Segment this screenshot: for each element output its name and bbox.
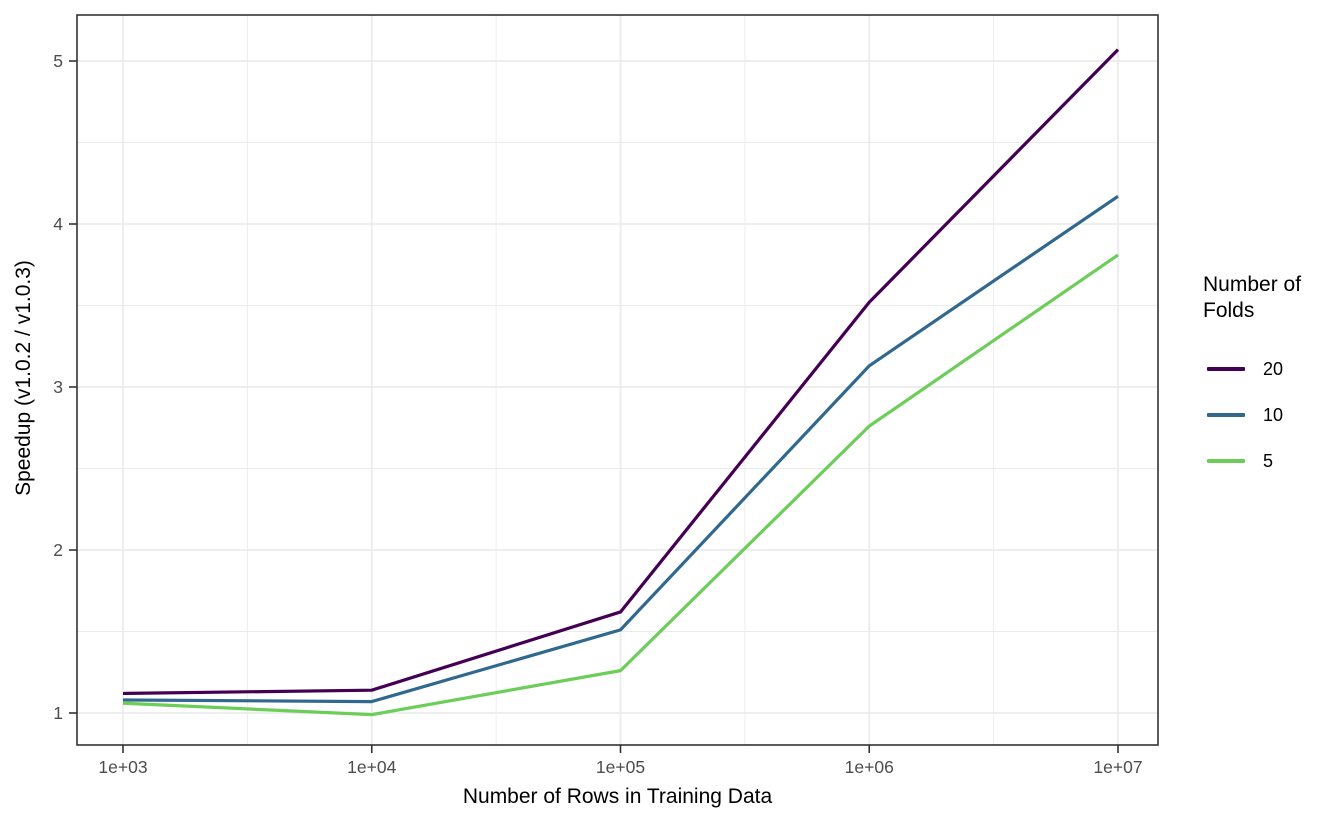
series-line-20 [122, 48, 1120, 696]
x-tick-label: 1e+04 [347, 757, 396, 777]
legend-title: Number of Folds [1203, 273, 1302, 322]
legend-items: 20 10 5 [1203, 346, 1333, 484]
y-tick-label: 1 [53, 703, 63, 723]
major-gridlines [77, 15, 1158, 745]
legend-item-10: 10 [1203, 392, 1333, 438]
series-line-5 [122, 253, 1119, 717]
x-axis-title: Number of Rows in Training Data [462, 785, 773, 808]
legend-item-label: 5 [1263, 450, 1274, 471]
x-tick-label: 1e+03 [98, 757, 147, 777]
legend-item-5: 5 [1203, 438, 1333, 484]
x-tick-label: 1e+05 [596, 757, 645, 777]
panel-background [77, 15, 1158, 745]
legend: Number of Folds 20 10 5 [1203, 272, 1333, 484]
y-tick-label: 4 [53, 214, 63, 234]
panel-border [76, 14, 1159, 746]
x-tick-label: 1e+06 [845, 757, 894, 777]
legend-line-swatch [1207, 367, 1245, 371]
legend-item-20: 20 [1203, 346, 1333, 392]
y-axis-title: Speedup (v1.0.2 / v1.0.3) [12, 260, 35, 496]
y-axis-tick-labels: 1 2 3 4 5 [53, 51, 63, 723]
x-axis-tick-labels: 1e+03 1e+04 1e+05 1e+06 1e+07 [98, 757, 1142, 777]
legend-line-swatch [1207, 413, 1245, 417]
legend-item-label: 10 [1263, 404, 1284, 425]
x-tick-label: 1e+07 [1093, 757, 1142, 777]
axis-tick-marks [69, 60, 1119, 753]
legend-line-swatch [1207, 459, 1245, 463]
y-tick-label: 3 [53, 377, 63, 397]
legend-item-label: 20 [1263, 358, 1284, 379]
y-tick-label: 2 [53, 540, 63, 560]
series-line-10 [122, 194, 1119, 704]
y-tick-label: 5 [53, 51, 63, 71]
